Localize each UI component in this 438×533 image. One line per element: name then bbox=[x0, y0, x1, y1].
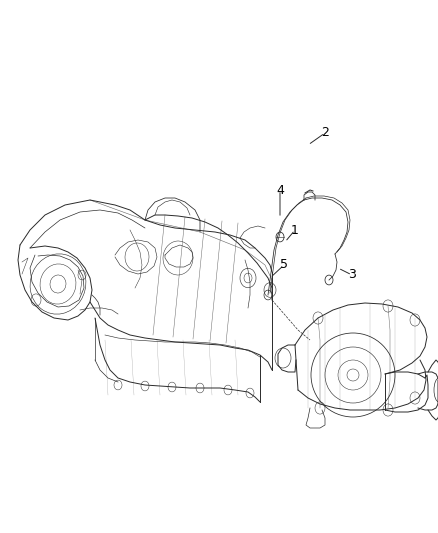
Text: 4: 4 bbox=[276, 183, 284, 197]
Text: 1: 1 bbox=[291, 223, 299, 237]
Text: 5: 5 bbox=[280, 259, 288, 271]
Text: 3: 3 bbox=[348, 269, 356, 281]
Text: 2: 2 bbox=[321, 126, 329, 140]
